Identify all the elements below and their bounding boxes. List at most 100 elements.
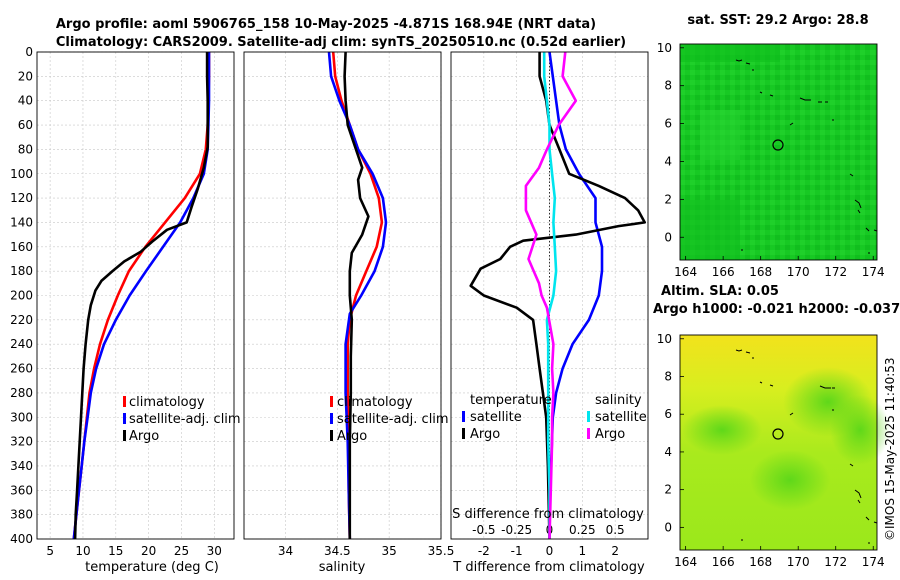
legend-swatch-satellite — [330, 413, 333, 424]
x-tick-label: 0 — [546, 544, 554, 558]
map-y-tick-label: 0 — [664, 520, 672, 534]
x-tick-label: 1 — [579, 544, 587, 558]
map-x-tick-label: 174 — [862, 265, 885, 279]
map-y-tick-label: 2 — [664, 192, 672, 206]
temperature-lines — [72, 52, 211, 540]
sla-map-frame — [679, 334, 878, 551]
legend-label-argo: Argo — [337, 429, 367, 444]
x-tick-label: 10 — [75, 544, 90, 558]
sst-map-title: sat. SST: 29.2 Argo: 28.8 — [687, 13, 868, 28]
salinity-lines — [327, 51, 388, 540]
legend-swatch-argo — [123, 430, 126, 441]
depth-tick-label: 140 — [10, 215, 33, 229]
x-tick-label: -2 — [478, 544, 490, 558]
temperature-grid — [37, 51, 234, 540]
x-tick-label: 15 — [108, 544, 123, 558]
legend-label-t-argo: Argo — [470, 427, 500, 442]
sla-coastlines — [735, 349, 878, 544]
depth-tick-label: 240 — [10, 337, 33, 351]
salinity-legend: climatology satellite-adj. clim Argo — [330, 395, 449, 444]
depth-tick-label: 100 — [10, 167, 33, 181]
difference-frame — [450, 51, 649, 540]
depth-tick-label: 380 — [10, 508, 33, 522]
imos-watermark: ©IMOS 15-May-2025 11:40:53 — [883, 357, 897, 541]
legend-swatch-s-satellite — [587, 411, 590, 422]
sst-field-patch — [680, 200, 740, 260]
map-x-tick-label: 164 — [674, 265, 697, 279]
depth-tick-label: 260 — [10, 362, 33, 376]
legend-title-temperature: temperature — [470, 393, 552, 408]
s-difference-xlabel: S difference from climatology — [452, 507, 644, 522]
map-x-tick-label: 174 — [862, 555, 885, 569]
depth-tick-label: 280 — [10, 386, 33, 400]
map-x-tick-label: 172 — [824, 555, 847, 569]
legend-swatch-s-argo — [587, 428, 590, 439]
legend-swatch-t-satellite — [462, 411, 465, 422]
map-y-tick-label: 4 — [664, 445, 672, 459]
map-y-tick-label: 10 — [657, 41, 672, 55]
depth-tick-label: 20 — [18, 69, 33, 83]
s-tick-label: 0.25 — [569, 523, 596, 537]
legend-swatch-climatology — [123, 396, 126, 407]
salinity-tick-labels: 34 34.5 35 35.5 — [278, 544, 455, 558]
x-tick-label: -1 — [511, 544, 523, 558]
x-tick-label: 20 — [141, 544, 156, 558]
legend-label-t-satellite: satellite — [470, 410, 522, 425]
salinity-panel: 34 34.5 35 35.5 salinity climatology satell… — [243, 51, 455, 575]
sst-coastlines — [735, 59, 878, 254]
x-tick-label: 2 — [611, 544, 619, 558]
map-y-tick-label: 6 — [664, 407, 672, 421]
x-tick-label: 34.5 — [324, 544, 351, 558]
sst-field-patch — [700, 110, 740, 160]
sst-map-panel: sat. SST: 29.2 Argo: 28.8 164 166 168 170 17… — [657, 13, 885, 279]
sla-map-ticks: 164 166 168 170 172 174 0 2 4 6 8 10 — [657, 332, 885, 569]
sst-map-frame — [679, 43, 878, 261]
map-y-tick-label: 2 — [664, 483, 672, 497]
x-tick-label: 5 — [46, 544, 54, 558]
map-y-tick-label: 8 — [664, 369, 672, 383]
depth-tick-label: 320 — [10, 435, 33, 449]
map-y-tick-label: 6 — [664, 117, 672, 131]
map-x-tick-label: 166 — [712, 265, 735, 279]
sla-field-feature — [682, 405, 762, 455]
legend-swatch-t-argo — [462, 428, 465, 439]
depth-tick-label: 60 — [18, 118, 33, 132]
map-x-tick-label: 166 — [712, 555, 735, 569]
map-x-tick-label: 168 — [749, 555, 772, 569]
s-tick-label: -0.25 — [501, 523, 532, 537]
legend-label-argo: Argo — [129, 429, 159, 444]
sla-map-panel: Altim. SLA: 0.05 Argo h1000: -0.021 h200… — [653, 284, 900, 569]
series-line-salinity-satellite — [542, 52, 558, 539]
series-line-salinity-argo — [524, 51, 578, 540]
temperature-panel: 0 20 40 60 80 100 120 140 160 180 200 220 240 260 280 3… — [10, 45, 241, 575]
depth-tick-label: 200 — [10, 289, 33, 303]
legend-swatch-satellite — [123, 413, 126, 424]
map-y-tick-label: 10 — [657, 332, 672, 346]
salinity-frame — [243, 51, 442, 540]
series-line-argo — [73, 52, 209, 540]
depth-tick-label: 120 — [10, 191, 33, 205]
legend-label-s-argo: Argo — [595, 427, 625, 442]
title-line-1: Argo profile: aoml 5906765_158 10-May-20… — [56, 17, 596, 32]
depth-tick-labels: 0 20 40 60 80 100 120 140 160 180 200 220 240 260 280 3… — [10, 45, 33, 546]
map-y-tick-label: 4 — [664, 154, 672, 168]
depth-tick-label: 300 — [10, 410, 33, 424]
legend-label-satellite: satellite-adj. clim — [337, 412, 449, 427]
legend-swatch-climatology — [330, 396, 333, 407]
argo-location-marker — [772, 139, 784, 151]
map-x-tick-label: 164 — [674, 555, 697, 569]
depth-tick-label: 40 — [18, 94, 33, 108]
salinity-xlabel: salinity — [319, 560, 366, 575]
sla-field-feature — [830, 395, 890, 465]
x-tick-label: 25 — [174, 544, 189, 558]
series-line-temperature-argo — [469, 52, 647, 540]
x-tick-label: 35.5 — [428, 544, 455, 558]
legend-label-climatology: climatology — [129, 395, 205, 410]
t-difference-xlabel: T difference from climatology — [452, 560, 645, 575]
depth-tick-label: 180 — [10, 264, 33, 278]
x-tick-label: 35 — [382, 544, 397, 558]
legend-title-salinity: salinity — [595, 393, 642, 408]
legend-label-satellite: satellite-adj. clim — [129, 412, 241, 427]
s-tick-label: -0.5 — [472, 523, 495, 537]
series-line-argo — [343, 51, 370, 539]
